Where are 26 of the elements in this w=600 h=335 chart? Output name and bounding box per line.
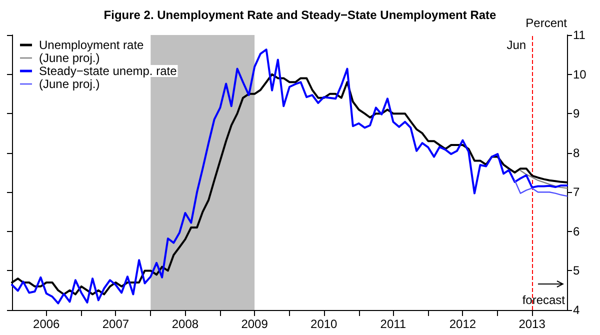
- chart-title: Figure 2. Unemployment Rate and Steady−State Unemployment Rate: [104, 8, 497, 22]
- x-tick-label: 2007: [102, 317, 130, 331]
- ref-line-label: Jun: [506, 38, 526, 52]
- y-tick-label: 8: [573, 146, 580, 160]
- y-tick-label: 6: [573, 224, 580, 238]
- x-tick-label: 2010: [310, 317, 338, 331]
- y-tick-label: 4: [573, 303, 580, 317]
- x-tick-label: 2006: [33, 317, 60, 331]
- annotation: forecast: [522, 293, 566, 307]
- x-tick-label: 2009: [241, 317, 268, 331]
- y-tick-label: 9: [573, 106, 580, 121]
- y-tick-label: 5: [573, 264, 580, 278]
- y-axis-title: Percent: [526, 16, 568, 30]
- legend-label: Steady−state unemp. rate: [39, 64, 178, 78]
- y-tick-label: 11: [573, 28, 586, 42]
- line-series: [520, 170, 568, 189]
- x-tick-label: 2011: [380, 317, 406, 331]
- legend-label: (June proj.): [39, 77, 100, 91]
- legend-label: (June proj.): [39, 51, 100, 65]
- x-tick-label: 2013: [518, 317, 546, 331]
- y-tick-label: 10: [573, 67, 587, 82]
- line-series: [514, 180, 568, 197]
- x-tick-label: 2008: [172, 317, 199, 331]
- y-tick-label: 7: [573, 185, 580, 200]
- legend-label: Unemployment rate: [39, 38, 144, 52]
- x-tick-label: 2012: [449, 317, 476, 331]
